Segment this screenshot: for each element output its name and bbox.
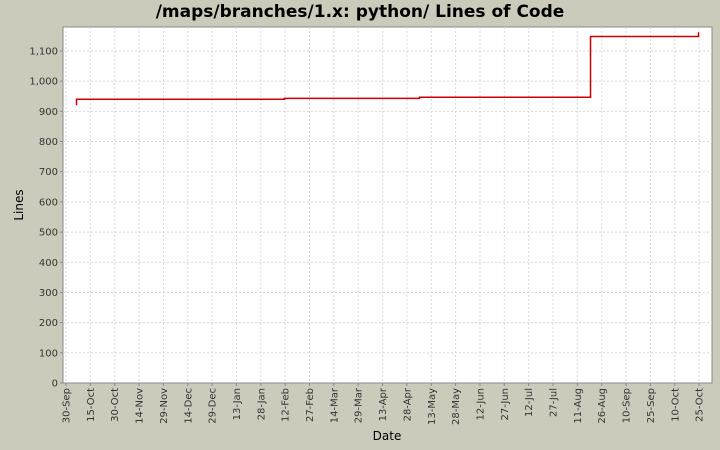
x-tick-label: 12-Jul <box>524 388 535 417</box>
x-tick-label: 29-Mar <box>354 387 365 423</box>
x-tick-label: 28-May <box>451 388 462 425</box>
x-tick-label: 27-Feb <box>305 388 316 422</box>
y-tick-label: 900 <box>39 107 58 118</box>
x-tick-label: 13-May <box>427 388 438 425</box>
x-tick-label: 30-Oct <box>110 388 121 422</box>
x-tick-label: 15-Oct <box>86 388 97 422</box>
x-tick-label: 27-Jun <box>500 388 511 421</box>
x-tick-label: 29-Dec <box>208 388 219 424</box>
y-tick-label: 1,000 <box>29 77 58 88</box>
plot-area <box>62 26 713 384</box>
x-tick-label: 10-Oct <box>670 388 681 422</box>
x-tick-label: 25-Oct <box>695 388 706 422</box>
x-tick-label: 12-Feb <box>281 388 292 422</box>
x-tick-label: 11-Aug <box>573 388 584 424</box>
y-tick-label: 700 <box>39 167 58 178</box>
x-tick-label: 29-Nov <box>159 388 170 424</box>
y-tick-label: 200 <box>39 318 58 329</box>
x-axis: 30-Sep 15-Oct 30-Oct 14-Nov 29-Nov 14-Dec 29-D… <box>62 383 706 425</box>
y-tick-label: 300 <box>39 288 58 299</box>
lines-of-code-series <box>75 32 700 106</box>
y-tick-label: 1,100 <box>29 47 58 58</box>
x-tick-label: 14-Dec <box>183 388 194 424</box>
x-tick-label: 25-Sep <box>646 388 657 423</box>
y-tick-label: 600 <box>39 197 58 208</box>
x-tick-label: 13-Jan <box>232 388 243 420</box>
chart-title: /maps/branches/1.x: python/ Lines of Cod… <box>155 2 565 22</box>
x-tick-label: 26-Aug <box>597 388 608 424</box>
x-tick-label: 28-Apr <box>402 387 413 421</box>
y-axis-label: Lines <box>12 189 26 220</box>
x-tick-label: 27-Jul <box>549 388 560 417</box>
x-tick-label: 12-Jun <box>475 388 486 421</box>
x-tick-label: 10-Sep <box>622 388 633 423</box>
x-tick-label: 28-Jan <box>256 388 267 420</box>
x-tick-label: 30-Sep <box>62 388 73 423</box>
y-tick-label: 100 <box>39 348 58 359</box>
y-axis: 0 100 200 300 400 500 600 700 800 900 1,000 1,100 <box>29 47 63 390</box>
x-axis-label: Date <box>373 429 402 443</box>
grid-lines <box>63 27 712 383</box>
x-tick-label: 14-Mar <box>329 387 340 423</box>
y-tick-label: 400 <box>39 258 58 269</box>
y-tick-label: 0 <box>52 379 58 390</box>
x-tick-label: 14-Nov <box>135 388 146 424</box>
y-tick-label: 500 <box>39 228 58 239</box>
x-tick-label: 13-Apr <box>378 387 389 421</box>
y-tick-label: 800 <box>39 137 58 148</box>
